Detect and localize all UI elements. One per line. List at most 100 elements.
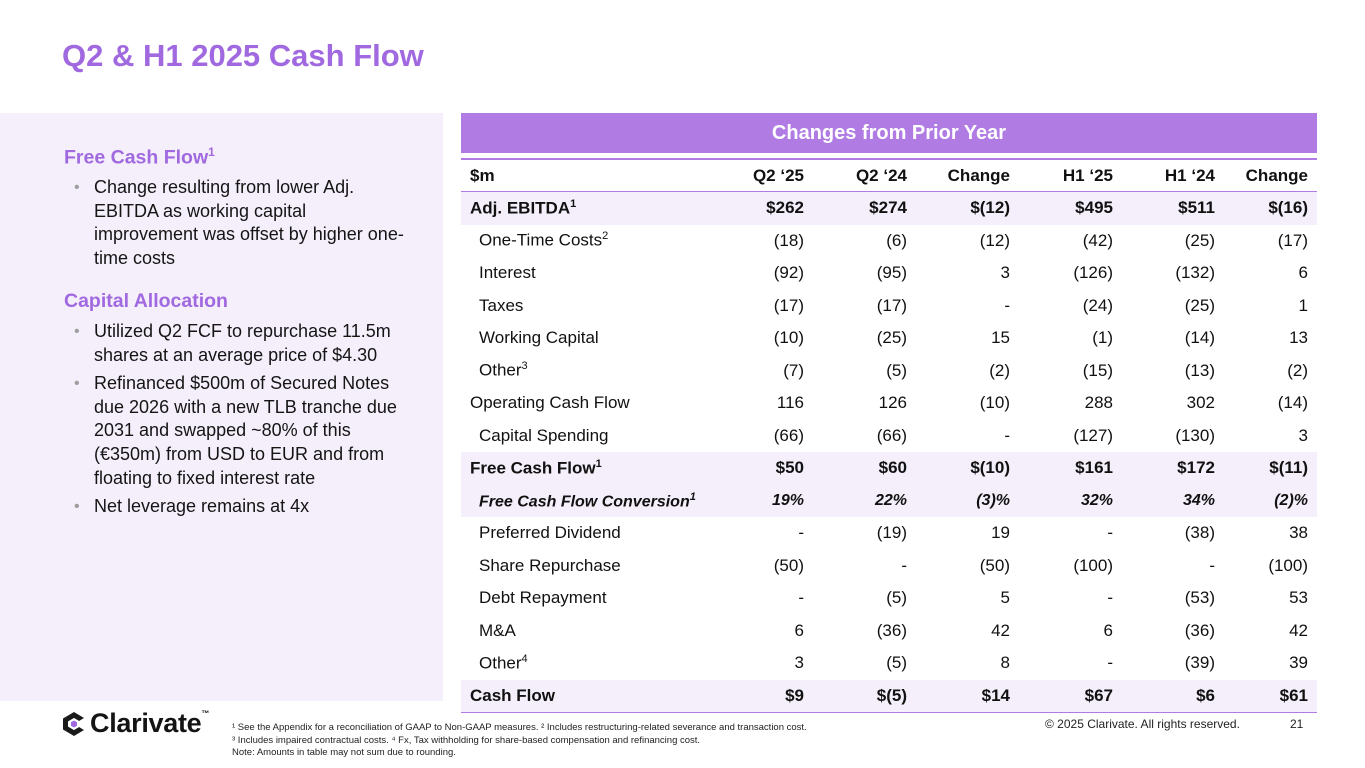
footnote-line: ³ Includes impaired contractual costs. ⁴… — [232, 734, 701, 746]
table-row: M&A 6 (36) 42 6 (36) 42 — [461, 615, 1317, 648]
table-cell: (66) — [773, 425, 804, 445]
table-row: Cash Flow $9 $(5) $14 $67 $6 $61 — [461, 679, 1317, 713]
table-cell: 13 — [1289, 328, 1308, 348]
table-cell: 32% — [1010, 484, 1113, 517]
table-cell: - — [1004, 295, 1010, 315]
table-cell: (17) — [1277, 230, 1308, 250]
table-column-headers: $m Q2 ‘25 Q2 ‘24 Change H1 ‘25 H1 ‘24 Ch… — [461, 160, 1317, 192]
footnotes: ¹ See the Appendix for a reconciliation … — [232, 722, 807, 760]
row-label-text: Share Repurchase — [479, 555, 621, 575]
column-header: H1 ‘24 — [1164, 165, 1215, 185]
bullet-item: Net leverage remains at 4x — [64, 495, 414, 519]
table-cell: (36) — [876, 620, 907, 640]
column-header: H1 ‘25 — [1062, 165, 1113, 185]
table-cell: (126) — [1073, 263, 1113, 283]
row-label-text: Adj. EBITDA — [470, 198, 571, 218]
table-cell: (13) — [1184, 360, 1215, 380]
row-label: Cash Flow — [461, 679, 701, 713]
row-label-text: Free Cash Flow Conversion — [479, 492, 690, 510]
table-cell: - — [798, 588, 804, 608]
table-row: Adj. EBITDA1 $262 $274 $(12) $495 $511 $(16) — [461, 191, 1317, 225]
table-row: Interest (92) (95) 3 (126) (132) 6 — [461, 257, 1317, 290]
table-cell: (1) — [1092, 328, 1113, 348]
table-row: Operating Cash Flow 116 126 (10) 288 302 (14) — [461, 387, 1317, 420]
logo-trademark: ™ — [201, 709, 210, 718]
table-cell: $161 — [1010, 452, 1113, 485]
table-cell: (127) — [1073, 425, 1113, 445]
section-heading-capital-allocation: Capital Allocation — [64, 290, 228, 312]
table-cell: 6 — [1298, 263, 1308, 283]
table-cell: - — [1004, 425, 1010, 445]
row-label-text: Working Capital — [479, 328, 599, 348]
table-cell: 5 — [1000, 588, 1010, 608]
table-cell: 3 — [1298, 425, 1308, 445]
table-cell: $(10) — [907, 452, 1010, 485]
table-cell: (17) — [876, 295, 907, 315]
row-label: M&A — [461, 615, 701, 648]
table-cell: (17) — [773, 295, 804, 315]
table-cell: (100) — [1073, 555, 1113, 575]
table-cell: $61 — [1215, 679, 1317, 713]
table-cell: (18) — [773, 230, 804, 250]
table-cell: 288 — [1084, 393, 1113, 413]
table-cell: $14 — [907, 679, 1010, 713]
table-cell: (53) — [1184, 588, 1215, 608]
table-cell: (39) — [1184, 653, 1215, 673]
row-label: Preferred Dividend — [461, 517, 701, 550]
cash-flow-table: $m Q2 ‘25 Q2 ‘24 Change H1 ‘25 H1 ‘24 Ch… — [461, 160, 1317, 713]
table-cell: - — [1107, 653, 1113, 673]
table-cell: 19% — [701, 484, 804, 517]
table-header-banner: Changes from Prior Year — [461, 113, 1317, 153]
footnote-line: Note: Amounts in table may not sum due t… — [232, 747, 456, 758]
divider — [461, 158, 1317, 160]
row-label: Other4 — [461, 647, 701, 680]
table-cell: $6 — [1113, 679, 1215, 713]
table-cell: (14) — [1184, 328, 1215, 348]
table-cell: (10) — [979, 393, 1010, 413]
table-cell: (2) — [989, 360, 1010, 380]
table-row: Other4 3 (5) 8 - (39) 39 — [461, 647, 1317, 680]
row-label-text: One-Time Costs — [479, 231, 603, 251]
column-header: Change — [947, 165, 1010, 185]
table-cell: (95) — [876, 263, 907, 283]
column-header: $m — [470, 165, 495, 185]
table-row: Free Cash Flow Conversion1 19% 22% (3)% 32% 3… — [461, 484, 1317, 517]
table-cell: (6) — [886, 230, 907, 250]
row-label: Share Repurchase — [461, 550, 701, 583]
table-cell: (10) — [773, 328, 804, 348]
table-cell: 8 — [1000, 653, 1010, 673]
column-header: Q2 ‘24 — [855, 165, 907, 185]
bullet-item: Refinanced $500m of Secured Notes due 20… — [64, 372, 414, 490]
table-cell: $67 — [1010, 679, 1113, 713]
table-cell: 22% — [804, 484, 907, 517]
footnote-marker: 3 — [521, 360, 528, 373]
table-cell: $495 — [1010, 191, 1113, 225]
table-cell: 38 — [1289, 523, 1308, 543]
row-label: Capital Spending — [461, 420, 701, 453]
table-cell: 6 — [794, 620, 804, 640]
footnote-marker: 2 — [602, 230, 609, 243]
table-cell: $(16) — [1215, 191, 1317, 225]
table-cell: 42 — [1289, 620, 1308, 640]
table-cell: $(12) — [907, 191, 1010, 225]
row-label-text: Other — [479, 361, 522, 381]
column-header: Change — [1245, 165, 1308, 185]
footnote-marker: 4 — [521, 652, 528, 665]
bullet-item: Change resulting from lower Adj. EBITDA … — [64, 176, 414, 270]
footnote-line: ¹ See the Appendix for a reconciliation … — [232, 722, 807, 733]
page-title: Q2 & H1 2025 Cash Flow — [62, 38, 424, 73]
row-label: Taxes — [461, 290, 701, 323]
table-cell: 39 — [1289, 653, 1308, 673]
table-row: Working Capital (10) (25) 15 (1) (14) 13 — [461, 322, 1317, 355]
table-cell: (38) — [1184, 523, 1215, 543]
row-label-text: Capital Spending — [479, 425, 609, 445]
table-cell: $(5) — [804, 679, 907, 713]
table-body: Adj. EBITDA1 $262 $274 $(12) $495 $511 $(16) On… — [461, 191, 1317, 713]
table-row: Other3 (7) (5) (2) (15) (13) (2) — [461, 355, 1317, 388]
table-cell: (66) — [876, 425, 907, 445]
table-cell: (130) — [1175, 425, 1215, 445]
clarivate-logo-icon — [63, 711, 84, 736]
footnote-marker: 1 — [689, 490, 696, 503]
table-cell: 53 — [1289, 588, 1308, 608]
table-cell: - — [1209, 555, 1215, 575]
